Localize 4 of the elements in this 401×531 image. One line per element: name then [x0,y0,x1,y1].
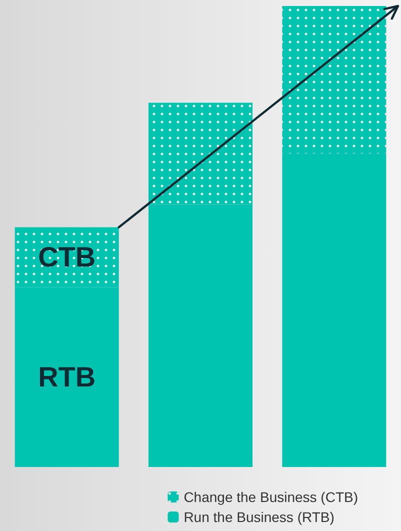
annotation: CTB [38,242,96,273]
annotation: RTB [38,362,96,393]
legend-label: Run the Business (RTB) [184,509,334,525]
legend-label: Change the Business (CTB) [184,489,358,505]
